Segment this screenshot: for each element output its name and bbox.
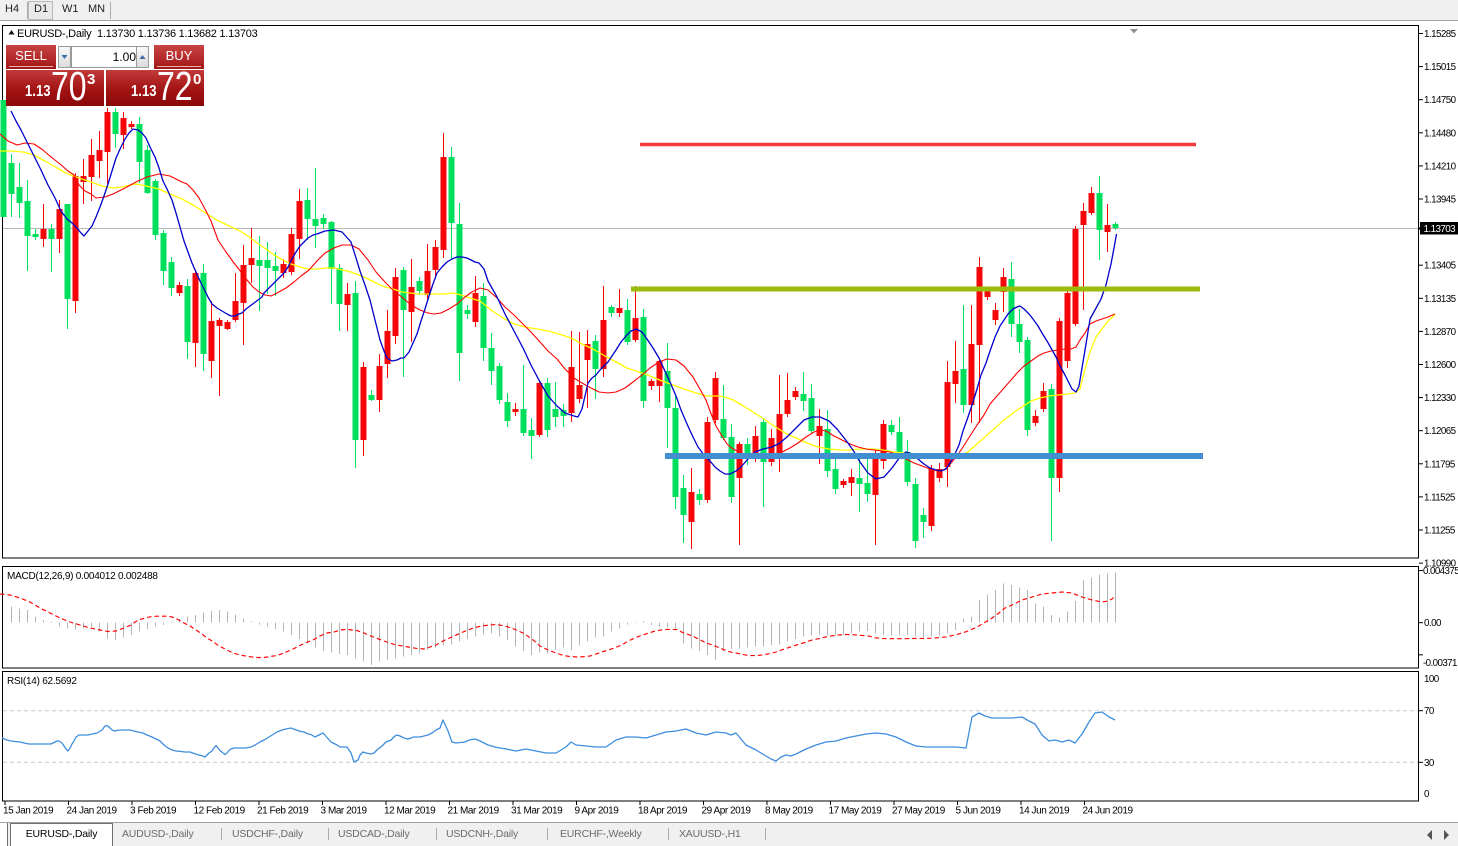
svg-text:1.14210: 1.14210 (1424, 161, 1457, 172)
svg-text:-0.00371: -0.00371 (1423, 658, 1457, 669)
svg-text:1.11255: 1.11255 (1424, 526, 1456, 537)
svg-text:1.14750: 1.14750 (1424, 95, 1457, 106)
svg-text:EURUSD-,Daily 1.13730 1.13736: EURUSD-,Daily 1.13730 1.13736 1.13682 1.… (17, 28, 258, 40)
svg-text:1.12065: 1.12065 (1424, 426, 1457, 437)
svg-text:1.15015: 1.15015 (1424, 62, 1457, 73)
svg-text:RSI(14) 62.5692: RSI(14) 62.5692 (7, 676, 77, 687)
svg-text:1.12600: 1.12600 (1424, 360, 1457, 371)
svg-text:1.12870: 1.12870 (1424, 327, 1457, 338)
svg-text:1.13405: 1.13405 (1424, 261, 1457, 272)
svg-text:100: 100 (1424, 674, 1440, 685)
svg-text:0: 0 (1424, 789, 1430, 800)
svg-text:21 Feb 2019: 21 Feb 2019 (257, 806, 309, 817)
svg-text:1.13703: 1.13703 (1424, 224, 1457, 235)
svg-text:12 Feb 2019: 12 Feb 2019 (194, 806, 246, 817)
svg-text:3 Mar 2019: 3 Mar 2019 (321, 806, 368, 817)
svg-text:30: 30 (1424, 758, 1435, 769)
svg-text:8 May 2019: 8 May 2019 (765, 806, 814, 817)
svg-text:1.11525: 1.11525 (1424, 492, 1456, 503)
svg-text:MACD(12,26,9) 0.004012 0.00248: MACD(12,26,9) 0.004012 0.002488 (7, 571, 158, 582)
svg-text:14 Jun 2019: 14 Jun 2019 (1019, 806, 1070, 817)
svg-text:0.004375: 0.004375 (1423, 566, 1458, 577)
svg-text:3 Feb 2019: 3 Feb 2019 (130, 806, 177, 817)
svg-text:1.13945: 1.13945 (1424, 195, 1457, 206)
svg-text:1.12330: 1.12330 (1424, 393, 1457, 404)
svg-text:9 Apr 2019: 9 Apr 2019 (575, 806, 620, 817)
svg-text:1.13135: 1.13135 (1424, 294, 1457, 305)
svg-text:1.10990: 1.10990 (1424, 559, 1457, 570)
svg-text:5 Jun 2019: 5 Jun 2019 (956, 806, 1002, 817)
svg-text:17 May 2019: 17 May 2019 (829, 806, 883, 817)
svg-text:0.00: 0.00 (1424, 618, 1442, 629)
svg-text:1.11795: 1.11795 (1424, 459, 1456, 470)
svg-text:29 Apr 2019: 29 Apr 2019 (702, 806, 752, 817)
svg-text:24 Jun 2019: 24 Jun 2019 (1083, 806, 1134, 817)
svg-text:21 Mar 2019: 21 Mar 2019 (448, 806, 500, 817)
svg-text:70: 70 (1424, 706, 1435, 717)
svg-text:12 Mar 2019: 12 Mar 2019 (384, 806, 436, 817)
svg-text:18 Apr 2019: 18 Apr 2019 (638, 806, 688, 817)
svg-text:24 Jan 2019: 24 Jan 2019 (67, 806, 118, 817)
svg-text:31 Mar 2019: 31 Mar 2019 (511, 806, 563, 817)
svg-text:1.14480: 1.14480 (1424, 128, 1457, 139)
svg-text:27 May 2019: 27 May 2019 (892, 806, 946, 817)
svg-text:15 Jan 2019: 15 Jan 2019 (3, 806, 54, 817)
svg-text:1.15285: 1.15285 (1424, 29, 1457, 40)
